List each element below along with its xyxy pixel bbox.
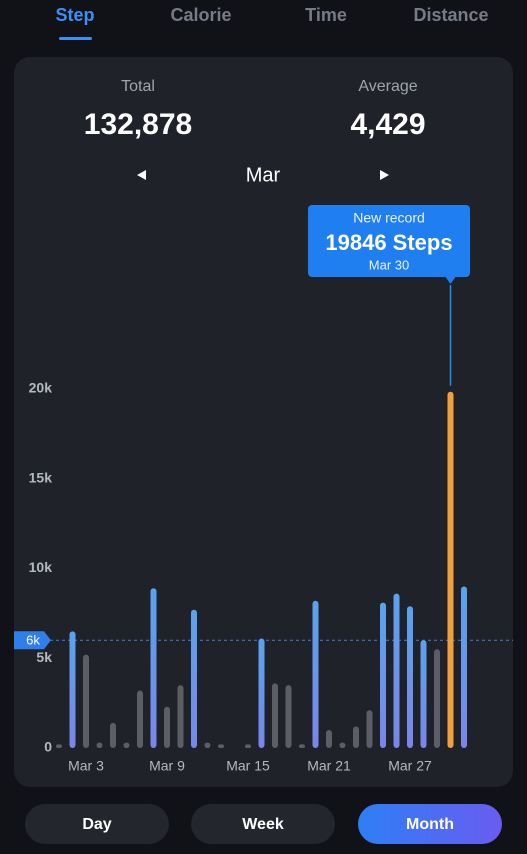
average-value: 4,429 (350, 108, 425, 141)
x-tick-label: Mar 21 (307, 758, 351, 774)
record-date: Mar 30 (369, 257, 409, 272)
goal-label: 6k (26, 633, 40, 648)
button-label[interactable]: Day (82, 816, 111, 833)
bar (218, 744, 224, 748)
button[interactable] (191, 804, 335, 844)
button-label[interactable]: Month (406, 816, 454, 833)
bar (339, 742, 346, 748)
total-label: Total (121, 78, 155, 95)
y-tick-label: 0 (44, 739, 52, 755)
tab[interactable]: Distance (413, 5, 488, 25)
bar (407, 606, 413, 748)
x-tick-label: Mar 9 (149, 758, 185, 774)
bar (110, 722, 116, 748)
x-tick-label: Mar 15 (226, 758, 270, 774)
bar (150, 588, 157, 748)
next-month[interactable] (380, 170, 389, 180)
bar (258, 638, 265, 748)
button-label[interactable]: Week (242, 816, 284, 833)
bar (56, 744, 62, 748)
bar (204, 742, 211, 748)
total-value: 132,878 (84, 108, 192, 141)
y-tick-label: 20k (29, 380, 53, 396)
y-tick-label: 15k (29, 469, 53, 485)
bar (285, 685, 292, 748)
bar (461, 586, 467, 748)
average-label: Average (358, 78, 417, 95)
bar (191, 609, 197, 748)
bar (272, 683, 278, 748)
bar (177, 685, 184, 748)
button[interactable] (25, 804, 169, 844)
bar (420, 640, 427, 748)
bar (393, 593, 400, 748)
record-box (308, 205, 470, 277)
bar (123, 742, 130, 748)
bar (83, 654, 89, 748)
bar (353, 726, 359, 748)
tab-underline (59, 37, 92, 40)
bar (366, 710, 373, 748)
x-tick-label: Mar 3 (68, 758, 104, 774)
bar (96, 742, 103, 748)
prev-month[interactable] (137, 170, 146, 180)
tab[interactable]: Time (305, 5, 347, 25)
bar (447, 391, 454, 748)
tab[interactable]: Calorie (170, 5, 231, 25)
bar (380, 602, 386, 748)
record-title: New record (353, 210, 425, 226)
goal-badge (14, 631, 51, 650)
button[interactable] (358, 804, 502, 844)
record-value: 19846 Steps (325, 230, 452, 255)
bar (326, 730, 332, 748)
bar (245, 744, 251, 748)
y-tick-label: 10k (29, 559, 53, 575)
y-tick-label: 5k (36, 649, 52, 665)
bar (164, 706, 170, 748)
month: Mar (246, 164, 281, 186)
x-tick-label: Mar 27 (388, 758, 432, 774)
bar (434, 649, 440, 748)
bar (312, 600, 319, 748)
bar (69, 631, 76, 748)
bar (137, 690, 143, 748)
record-arrow (445, 277, 456, 284)
tab[interactable]: Step (55, 5, 94, 25)
bar (299, 744, 305, 748)
